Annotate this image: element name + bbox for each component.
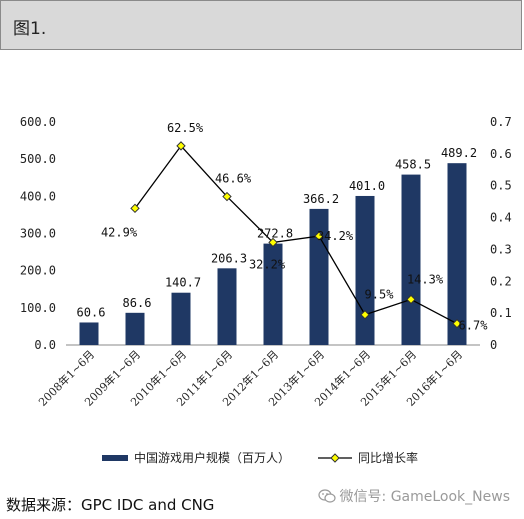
bar-value-label: 86.6 xyxy=(123,296,152,310)
header-bar: 图1. xyxy=(0,0,522,50)
watermark: 微信号: GameLook_News xyxy=(317,486,510,506)
growth-marker xyxy=(222,191,232,202)
legend-bar-swatch xyxy=(102,455,128,461)
y2-tick-label: 0.2 xyxy=(490,274,512,288)
growth-value-label: 6.7% xyxy=(459,319,489,333)
growth-value-label: 34.2% xyxy=(317,229,354,243)
growth-value-label: 14.3% xyxy=(407,272,444,286)
y-tick-label: 300.0 xyxy=(20,227,56,241)
growth-marker xyxy=(406,294,416,305)
bar-value-label: 140.7 xyxy=(165,276,201,290)
growth-value-label: 62.5% xyxy=(167,121,204,135)
watermark-text: 微信号: GameLook_News xyxy=(339,489,510,505)
legend: 中国游戏用户规模（百万人） 同比增长率 xyxy=(102,450,418,465)
y2-tick-label: 0.3 xyxy=(490,242,512,256)
y2-tick-label: 0.4 xyxy=(490,211,512,225)
y-tick-label: 500.0 xyxy=(20,152,56,166)
y-tick-label: 400.0 xyxy=(20,189,56,203)
bar xyxy=(171,292,191,345)
bar xyxy=(217,268,237,345)
y2-tick-label: 0.7 xyxy=(490,115,512,129)
bar-value-label: 60.6 xyxy=(77,305,106,319)
bar-series xyxy=(79,163,467,345)
growth-line-series xyxy=(130,141,462,329)
bar-value-label: 272.8 xyxy=(257,227,293,241)
bar-value-label: 206.3 xyxy=(211,251,247,265)
bar-value-label: 401.0 xyxy=(349,179,385,193)
growth-value-label: 42.9% xyxy=(101,225,138,239)
bar-value-label: 366.2 xyxy=(303,192,339,206)
growth-marker xyxy=(452,318,462,329)
growth-value-label: 32.2% xyxy=(249,257,286,271)
growth-value-label: 9.5% xyxy=(365,288,395,302)
growth-marker xyxy=(176,141,186,151)
bar xyxy=(79,322,99,345)
bar-value-label: 489.2 xyxy=(441,146,477,160)
growth-line xyxy=(134,144,458,325)
y-tick-label: 200.0 xyxy=(20,264,56,278)
growth-value-label: 46.6% xyxy=(215,172,252,186)
y2-tick-label: 0.5 xyxy=(490,179,512,193)
data-labels: 60.6 86.6 140.7 206.3 272.8 366.2 401.0 458.5 48… xyxy=(77,121,489,333)
bar xyxy=(355,195,375,345)
bar xyxy=(447,163,467,345)
growth-marker xyxy=(268,237,278,248)
legend-marker-swatch xyxy=(330,453,340,463)
bar xyxy=(125,312,145,345)
growth-marker xyxy=(314,231,324,241)
y2-tick-label: 0 xyxy=(490,338,497,352)
y2-tick-label: 0.6 xyxy=(490,147,512,161)
growth-marker xyxy=(130,203,140,214)
growth-marker xyxy=(360,310,370,320)
source-note: 数据来源：GPC IDC and CNG xyxy=(6,496,215,514)
bar-value-label: 458.5 xyxy=(395,158,431,172)
y-tick-label: 600.0 xyxy=(20,115,56,129)
bar xyxy=(263,243,283,345)
y-tick-label: 0.0 xyxy=(34,338,56,352)
wechat-icon xyxy=(317,489,336,503)
legend-line-label: 同比增长率 xyxy=(358,450,418,465)
y-tick-label: 100.0 xyxy=(20,301,56,315)
y2-tick-label: 0.1 xyxy=(490,306,512,320)
bar xyxy=(401,174,421,345)
figure-title: 图1. xyxy=(13,19,47,39)
legend-bar-label: 中国游戏用户规模（百万人） xyxy=(134,450,290,465)
